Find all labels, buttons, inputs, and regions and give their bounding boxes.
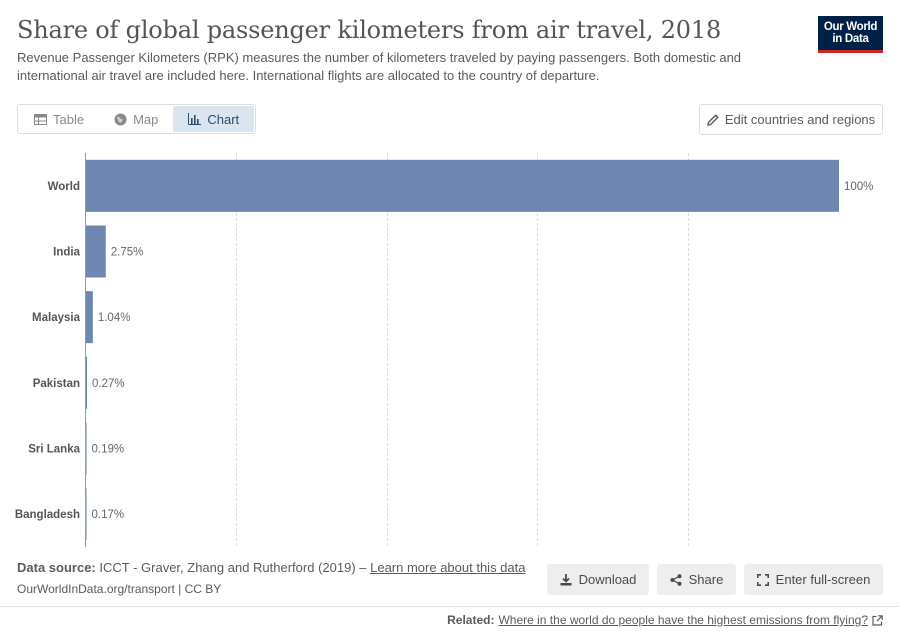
tab-chart-label: Chart: [207, 111, 240, 127]
globe-icon: [114, 113, 127, 125]
tab-table[interactable]: Table: [19, 106, 99, 132]
source-text: ICCT - Graver, Zhang and Rutherford (201…: [99, 560, 367, 575]
external-link-icon: [872, 614, 883, 626]
category-label: Malaysia: [32, 312, 81, 324]
value-label: 100%: [844, 181, 873, 193]
bar: [85, 291, 93, 344]
tab-map[interactable]: Map: [99, 106, 173, 132]
value-label: 1.04%: [98, 312, 131, 324]
download-button[interactable]: Download: [547, 564, 649, 595]
value-label: 0.19%: [92, 444, 125, 456]
value-label: 0.27%: [92, 378, 125, 390]
table-icon: [34, 113, 47, 125]
download-label: Download: [578, 572, 637, 587]
tab-chart[interactable]: Chart: [173, 106, 255, 132]
pencil-icon: [706, 113, 719, 126]
category-label: Pakistan: [33, 378, 80, 390]
edit-countries-label: Edit countries and regions: [724, 112, 876, 127]
bar: [85, 225, 106, 278]
category-label: India: [53, 247, 80, 259]
tab-map-label: Map: [133, 111, 159, 127]
value-label: 2.75%: [111, 247, 144, 259]
chart-subtitle: Revenue Passenger Kilometers (RPK) measu…: [17, 50, 742, 83]
tab-table-label: Table: [53, 111, 85, 127]
footer-divider: [0, 606, 900, 607]
logo-line-1: Our World: [823, 21, 878, 33]
related-link[interactable]: Where in the world do people have the hi…: [498, 613, 868, 627]
download-icon: [560, 573, 572, 585]
owid-logo[interactable]: Our World in Data: [818, 16, 883, 53]
category-label: Sri Lanka: [28, 444, 80, 456]
share-label: Share: [688, 572, 724, 587]
learn-more-link[interactable]: Learn more about this data: [370, 560, 526, 575]
view-tabs: Table Map Chart: [17, 104, 257, 134]
category-label: World: [48, 181, 80, 193]
share-button[interactable]: Share: [657, 564, 736, 595]
category-label: Bangladesh: [15, 509, 80, 521]
data-source: Data source: ICCT - Graver, Zhang and Ru…: [17, 560, 526, 575]
chart-icon: [188, 113, 202, 125]
bar: [85, 356, 88, 409]
fullscreen-button[interactable]: Enter full-screen: [744, 564, 883, 595]
value-label: 0.17%: [92, 509, 125, 521]
fullscreen-icon: [756, 573, 769, 586]
related-link-row: Related: Where in the world do people ha…: [447, 613, 883, 627]
edit-countries-button[interactable]: Edit countries and regions: [699, 104, 883, 135]
share-icon: [670, 573, 682, 586]
chart-title: Share of global passenger kilometers fro…: [17, 16, 722, 44]
bar-chart: World 100% India 2.75% Malaysia 1.04% Pakistan…: [15, 153, 873, 547]
logo-line-2: in Data: [832, 33, 869, 45]
source-label: Data source:: [17, 560, 96, 575]
footer-url: OurWorldInData.org/transport | CC BY: [17, 582, 222, 596]
bar: [85, 159, 839, 212]
related-label: Related:: [447, 613, 495, 627]
fullscreen-label: Enter full-screen: [775, 572, 871, 587]
